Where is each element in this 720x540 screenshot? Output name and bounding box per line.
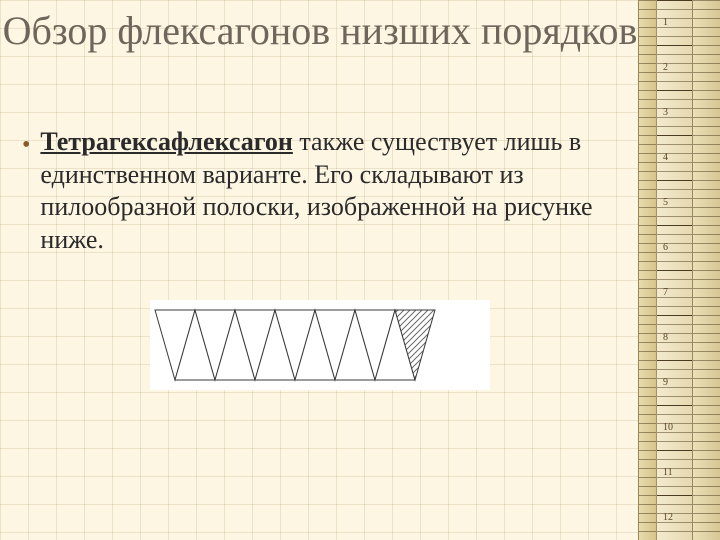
slide: Обзор флексагонов низших порядков • Тетр…: [0, 0, 720, 540]
body-text: • Тетрагексафлексагон также существует л…: [22, 126, 622, 256]
ruler-number: 6: [663, 225, 673, 270]
ruler-number: 12: [663, 495, 673, 540]
ruler-number: 7: [663, 270, 673, 315]
ruler-col-3: [692, 0, 720, 540]
slide-title: Обзор флексагонов низших порядков: [0, 8, 640, 54]
ruler-number: 1: [663, 0, 673, 45]
bullet-content: Тетрагексафлексагон также существует лиш…: [40, 126, 622, 256]
ruler-number: 10: [663, 405, 673, 450]
ruler-number: 3: [663, 90, 673, 135]
bullet-item: • Тетрагексафлексагон также существует л…: [22, 126, 622, 256]
ruler-number: 2: [663, 45, 673, 90]
ruler-numbers: 123456789101112: [663, 0, 673, 540]
ruler-number: 11: [663, 450, 673, 495]
ruler-col-1: [638, 0, 656, 540]
ruler-decor: 123456789101112: [638, 0, 720, 540]
ruler-number: 4: [663, 135, 673, 180]
bullet-icon: •: [22, 130, 30, 160]
ruler-number: 9: [663, 360, 673, 405]
ruler-number: 8: [663, 315, 673, 360]
term: Тетрагексафлексагон: [40, 127, 292, 156]
triangle-strip-diagram: [150, 300, 490, 390]
ruler-col-2: 123456789101112: [656, 0, 692, 540]
ruler-number: 5: [663, 180, 673, 225]
